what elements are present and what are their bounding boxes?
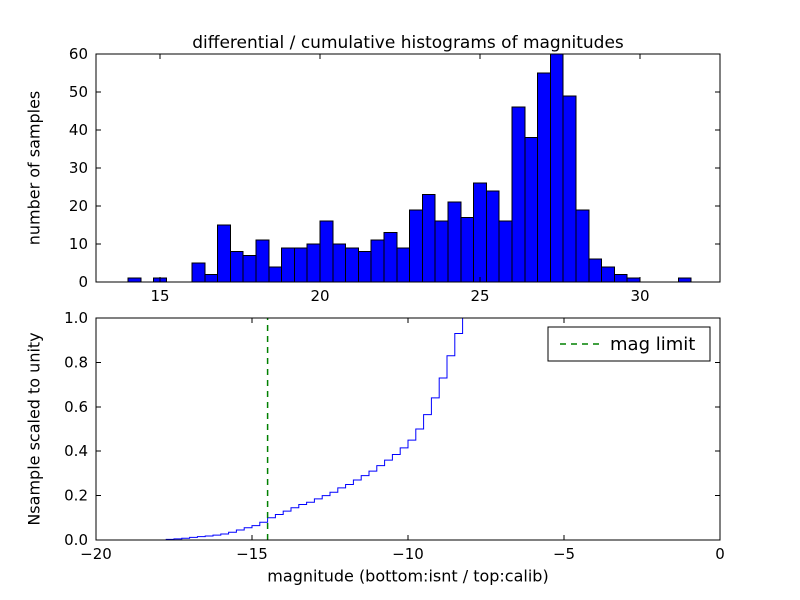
y-tick-label: 0 (78, 273, 88, 291)
cumulative-step-line (96, 318, 464, 541)
histogram-bar (447, 201, 462, 283)
tick-marks (96, 53, 720, 283)
differential-histogram: 15 20 25 30 0 10 20 30 40 50 60 (69, 45, 721, 305)
histogram-bar (293, 247, 308, 283)
bottom-xlabel: magnitude (bottom:isnt / top:calib) (267, 566, 549, 586)
histogram-bar (306, 243, 321, 283)
histogram-bar (204, 273, 219, 283)
x-tick-label: −10 (392, 545, 424, 563)
y-tick-label: 40 (69, 121, 88, 139)
histogram-bar (460, 216, 475, 283)
tick-labels: 15 20 25 30 0 10 20 30 40 50 60 (69, 45, 650, 305)
histogram-bar (229, 251, 244, 283)
histogram-bars (127, 53, 692, 283)
histogram-bar (562, 95, 577, 283)
y-tick-label: 0.4 (64, 442, 88, 460)
histogram-bar (434, 220, 449, 283)
bottom-ylabel: Nsample scaled to unity (24, 332, 44, 526)
histogram-bar (345, 247, 359, 283)
x-tick-label: −5 (553, 545, 575, 563)
histogram-bar (268, 266, 283, 283)
histogram-bar (396, 247, 411, 283)
histogram-bar (524, 137, 539, 283)
histogram-bar (677, 277, 692, 283)
y-tick-label: 60 (69, 45, 88, 63)
top-ylabel: number of samples (24, 90, 44, 246)
histogram-bar (409, 209, 423, 283)
y-tick-label: 20 (69, 197, 88, 215)
histogram-bar (421, 194, 436, 283)
histogram-bar (613, 273, 628, 283)
x-tick-label: −15 (236, 545, 268, 563)
histogram-bar (332, 243, 347, 283)
histogram-bar (626, 277, 641, 283)
x-tick-label: 0 (715, 545, 725, 563)
figure-title: differential / cumulative histograms of … (192, 33, 624, 53)
y-tick-label: 10 (69, 235, 88, 253)
tick-marks (95, 317, 721, 541)
histogram-bar (601, 266, 615, 283)
histogram-bar (281, 247, 295, 283)
y-tick-label: 30 (69, 159, 88, 177)
histogram-bar (370, 239, 385, 283)
x-tick-label: −20 (80, 545, 112, 563)
y-tick-label: 0.6 (64, 398, 88, 416)
tick-labels: −20 −15 −10 −5 0 0.0 0.2 0.4 0.6 0.8 1.0 (64, 309, 725, 563)
histogram-bar (485, 190, 500, 283)
histogram-bar (473, 182, 487, 283)
cumulative-histogram: −20 −15 −10 −5 0 0.0 0.2 0.4 0.6 0.8 1.0 mag limit (64, 309, 725, 563)
histogram-bar (127, 277, 142, 283)
histogram-bar (511, 106, 526, 283)
histogram-bar (319, 220, 334, 283)
x-tick-label: 30 (630, 287, 649, 305)
x-tick-label: 15 (150, 287, 169, 305)
y-tick-label: 1.0 (64, 309, 88, 327)
y-tick-label: 0.8 (64, 353, 88, 371)
legend: mag limit (547, 326, 711, 362)
x-tick-label: 20 (310, 287, 329, 305)
legend-label: mag limit (610, 334, 695, 355)
histogram-bar (537, 72, 551, 283)
histogram-bar (242, 254, 257, 283)
y-tick-label: 0.2 (64, 487, 88, 505)
histogram-bar (357, 251, 372, 283)
histogram-bar (217, 224, 231, 283)
histogram-bar (588, 258, 603, 283)
y-tick-label: 50 (69, 83, 88, 101)
x-tick-label: 25 (470, 287, 489, 305)
y-tick-label: 0.0 (64, 531, 88, 549)
histogram-bar (191, 262, 206, 283)
histogram-bar (549, 53, 564, 283)
histogram-bar (498, 220, 513, 283)
histogram-bar (575, 209, 590, 283)
histogram-bar (255, 239, 270, 283)
histogram-bar (383, 232, 398, 283)
